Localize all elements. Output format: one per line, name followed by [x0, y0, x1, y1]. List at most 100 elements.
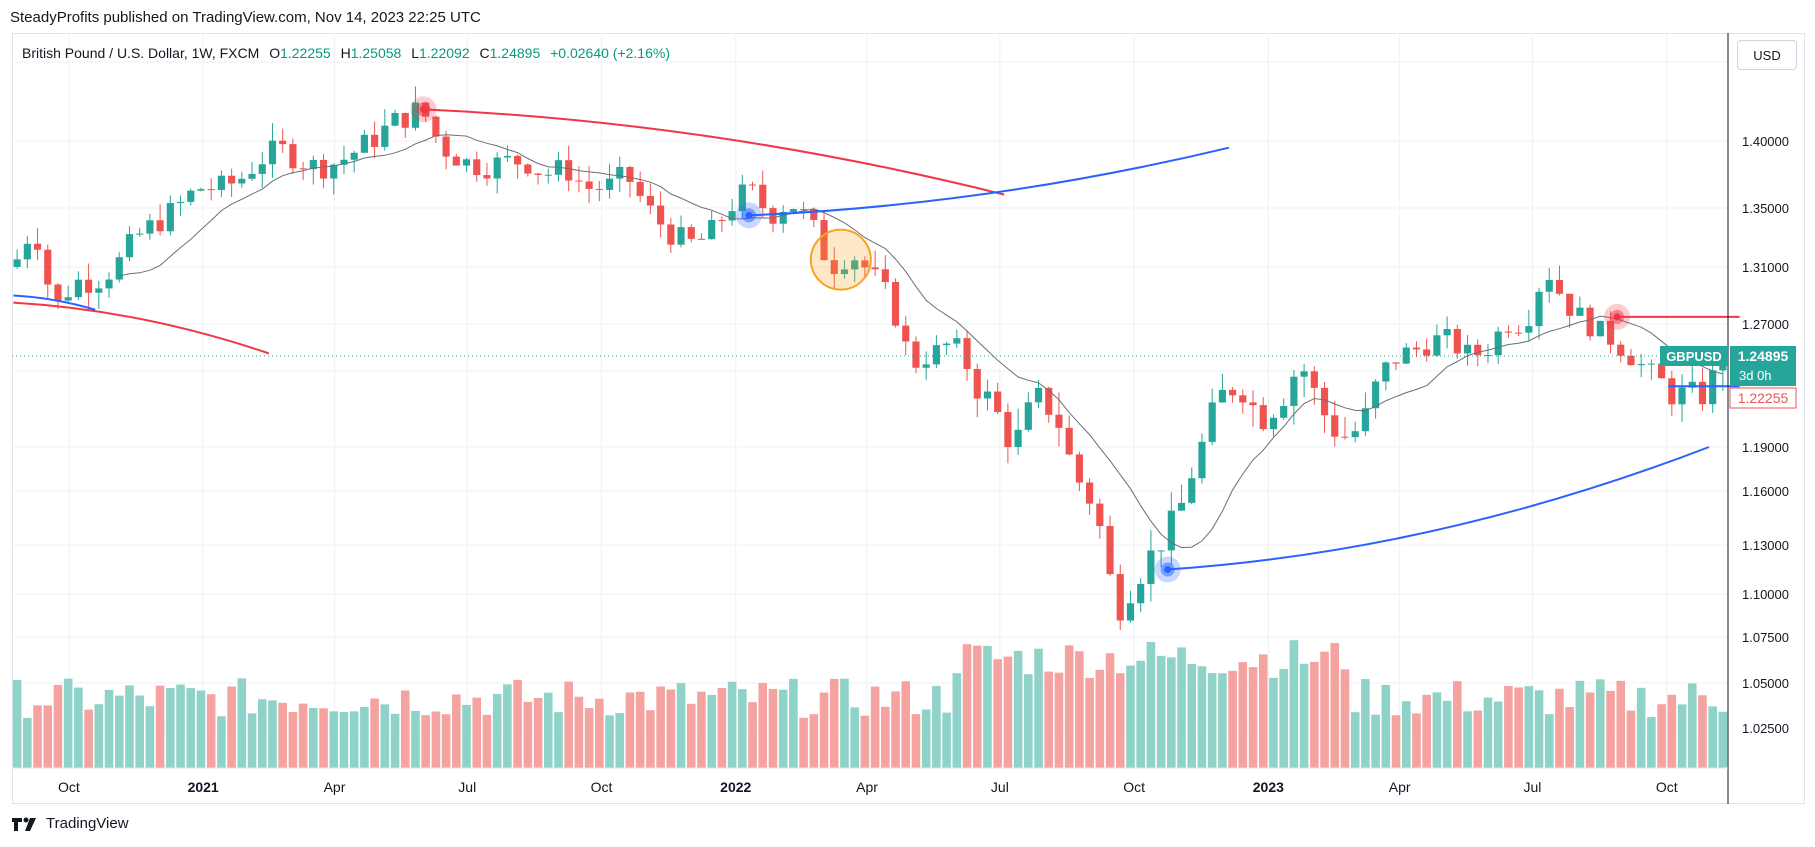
volume-bar	[196, 690, 206, 768]
candle-body	[1065, 427, 1073, 455]
volume-bar	[472, 697, 482, 768]
candle-body	[1188, 478, 1196, 503]
candle-body	[1709, 370, 1717, 405]
volume-bar	[870, 686, 880, 768]
candle-body	[330, 164, 338, 179]
candle-body	[779, 211, 787, 224]
candle-body	[462, 159, 471, 166]
candle-body	[800, 209, 808, 211]
y-tick-label: 1.19000	[1742, 440, 1789, 455]
candle-body	[105, 279, 113, 289]
candle-body	[1341, 436, 1349, 438]
volume-bar	[983, 645, 992, 768]
open-price-tag: 1.22255	[1738, 390, 1789, 406]
candle-body	[228, 175, 236, 184]
candle-body	[1075, 454, 1083, 483]
volume-bar	[543, 692, 553, 768]
candle-body	[687, 227, 695, 239]
candle-body	[861, 260, 869, 268]
candle-body	[1576, 307, 1584, 316]
candle-body	[74, 279, 82, 298]
candle-body	[1208, 402, 1216, 442]
candle-body	[483, 175, 491, 179]
candle-body	[1698, 381, 1707, 405]
currency-button[interactable]: USD	[1737, 40, 1797, 70]
x-tick-label: 2021	[188, 779, 219, 795]
volume-bar	[1544, 714, 1554, 768]
annotation-markers	[410, 96, 1631, 583]
volume-bar	[1350, 712, 1360, 768]
volume-bar	[1524, 686, 1534, 768]
candle-body	[85, 279, 93, 293]
candle-body	[1310, 371, 1318, 388]
volume-bar	[227, 686, 236, 768]
candle-body	[1351, 431, 1359, 438]
volume-bar	[1330, 643, 1340, 768]
time-axis: Oct 2021 Apr Jul Oct 2022 Apr Jul Oct 2023 Apr Jul O…	[58, 779, 1678, 795]
volume-bar	[1453, 681, 1462, 768]
candle-body	[748, 184, 757, 186]
volume-bar	[1075, 651, 1084, 768]
volume-bar	[298, 703, 308, 768]
volume-bar	[523, 701, 533, 768]
volume-bar	[1269, 677, 1278, 768]
candle-body	[667, 224, 675, 245]
volume-bar	[891, 691, 900, 768]
footer-brand[interactable]: TradingView	[12, 815, 129, 832]
candle-body	[871, 267, 879, 270]
candle-body	[636, 181, 644, 196]
candle-body	[289, 144, 297, 169]
x-tick-label: Jul	[1524, 779, 1542, 795]
anchor-dot	[1613, 313, 1621, 321]
volume-bar	[257, 699, 267, 768]
volume-bar	[513, 679, 522, 768]
candle-body	[146, 220, 154, 234]
x-tick-label: Oct	[58, 779, 80, 795]
volume-bar	[921, 709, 931, 768]
volume-bar	[738, 689, 747, 768]
candle-body	[258, 164, 266, 174]
grid	[12, 33, 1728, 768]
publish-line: SteadyProfits published on TradingView.c…	[10, 9, 481, 26]
candle-body	[54, 284, 62, 301]
volume-bar	[166, 687, 175, 768]
y-tick-label: 1.07500	[1742, 630, 1789, 645]
volume-bar	[697, 691, 706, 768]
volume-bar	[329, 711, 339, 768]
candle-body	[708, 220, 716, 240]
volume-bar	[615, 713, 625, 768]
volume-bar	[1422, 694, 1431, 768]
candles	[13, 86, 1727, 630]
candle-body	[789, 209, 797, 212]
candle-body	[1402, 347, 1410, 364]
volume-bar	[349, 711, 359, 768]
candle-body	[1719, 364, 1727, 371]
volume-bar	[993, 659, 1002, 768]
candle-body	[238, 178, 246, 184]
candle-body	[820, 220, 828, 261]
candle-body	[677, 227, 685, 245]
candle-body	[1106, 526, 1114, 575]
volume-bar	[605, 715, 614, 768]
candle-body	[657, 205, 665, 225]
volume-bar	[1115, 673, 1125, 768]
candle-body	[44, 249, 52, 285]
anchor-dot	[1164, 566, 1172, 573]
volume-bar	[135, 695, 144, 768]
candle-body	[1116, 574, 1124, 621]
volume-bar	[206, 694, 216, 768]
candle-body	[23, 243, 31, 260]
chart-frame[interactable]	[12, 33, 1805, 804]
volume-bar	[1064, 645, 1074, 768]
volume-bar	[1698, 695, 1707, 768]
candle-body	[1014, 429, 1022, 448]
volume-bar	[1687, 683, 1697, 768]
volume-bar	[1310, 661, 1319, 768]
volume-bar	[12, 680, 22, 768]
volume-bar	[1034, 648, 1043, 768]
candle-body	[493, 157, 501, 179]
volume-bar	[829, 678, 839, 768]
candle-body	[452, 156, 460, 166]
volume-bar	[1340, 669, 1350, 768]
